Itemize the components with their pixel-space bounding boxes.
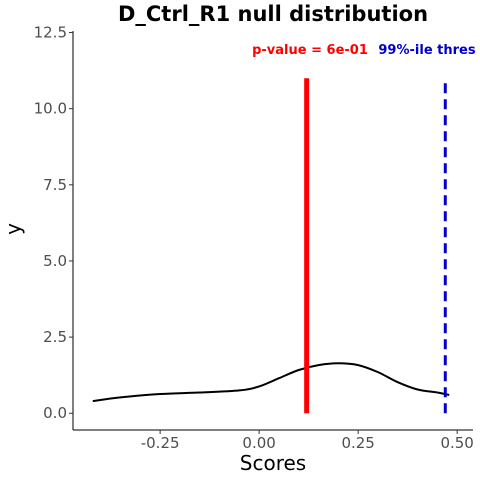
- x-tick-label: 0.50: [440, 434, 473, 452]
- y-tick-label: 10.0: [34, 100, 67, 118]
- x-tick-label: 0.00: [242, 434, 275, 452]
- plot-area: [92, 78, 450, 414]
- threshold-annotation: 99%-ile thres: [378, 43, 475, 58]
- y-tick-label: 7.5: [43, 176, 67, 194]
- x-tick-label: 0.25: [341, 434, 374, 452]
- x-tick-label: -0.25: [141, 434, 180, 452]
- y-axis-title: y: [1, 223, 25, 235]
- y-tick-label: 5.0: [43, 252, 67, 270]
- y-tick-label: 0.0: [43, 404, 67, 422]
- y-tick-label: 12.5: [34, 24, 67, 42]
- p-value-annotation: p-value = 6e-01: [252, 43, 368, 58]
- x-axis-ticks: -0.25 0.00 0.25 0.50: [141, 430, 474, 452]
- x-axis-title: Scores: [240, 451, 306, 475]
- chart-title: D_Ctrl_R1 null distribution: [118, 2, 428, 26]
- y-tick-label: 2.5: [43, 328, 67, 346]
- density-curve: [92, 362, 450, 403]
- y-axis-ticks: 0.0 2.5 5.0 7.5 10.0 12.5: [34, 24, 73, 422]
